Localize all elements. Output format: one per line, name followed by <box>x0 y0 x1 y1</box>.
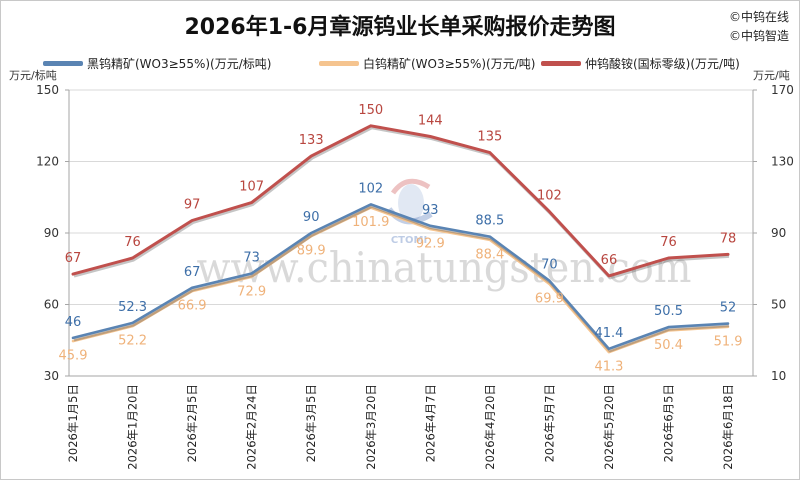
data-label-black-tungsten: 102 <box>358 181 383 196</box>
axes <box>65 89 757 377</box>
x-tick-label: 2026年4月20日 <box>483 384 497 470</box>
y-right-tick-label: 130 <box>771 155 794 169</box>
data-label-apt: 144 <box>418 113 443 128</box>
watermark-logo-text: CTOMI <box>391 235 427 246</box>
y-right-unit-label: 万元/吨 <box>753 69 790 82</box>
data-label-apt: 135 <box>477 130 502 145</box>
series-line-apt <box>71 124 730 278</box>
y-left-tick-label: 150 <box>36 83 59 97</box>
legend-label: 黑钨精矿(WO3≥55%)(万元/标吨) <box>87 56 272 71</box>
legend-swatch <box>43 60 83 66</box>
data-label-black-tungsten: 41.4 <box>594 326 623 341</box>
legend-item-black-tungsten: 黑钨精矿(WO3≥55%)(万元/标吨) <box>43 55 271 71</box>
data-label-apt: 97 <box>184 197 201 212</box>
data-label-black-tungsten: 67 <box>184 265 201 280</box>
x-tick-label: 2026年5月7日 <box>542 384 556 462</box>
legend-item-apt: 仲钨酸铵(国标零级)(万元/吨) <box>541 55 740 71</box>
data-label-white-tungsten: 52.2 <box>118 334 147 349</box>
data-label-apt: 67 <box>65 251 82 266</box>
data-label-white-tungsten: 50.4 <box>654 338 683 353</box>
x-tick-label: 2026年2月24日 <box>245 384 259 470</box>
data-label-black-tungsten: 90 <box>303 210 320 225</box>
x-tick-label: 2026年6月18日 <box>721 384 735 470</box>
watermark: CTOMI www.chinatungsten.com <box>197 178 692 292</box>
y-right-tick-label: 170 <box>771 83 794 97</box>
series-line-white-tungsten <box>71 206 730 354</box>
data-label-apt: 150 <box>358 103 383 118</box>
legend-swatch <box>541 60 581 66</box>
data-label-apt: 76 <box>124 235 141 250</box>
y-left-tick-label: 60 <box>44 298 59 312</box>
data-label-black-tungsten: 88.5 <box>475 214 504 229</box>
data-label-black-tungsten: 93 <box>422 203 439 218</box>
tick-labels: 30 60 90 120 150 10 50 90 130 170 2026年1月5日 2026年1月… <box>36 83 794 470</box>
data-label-white-tungsten: 92.9 <box>416 237 445 252</box>
legend-label: 白钨精矿(WO3≥55%)(万元/吨) <box>363 56 536 71</box>
copyright-line: ©中钨在线 <box>729 10 790 24</box>
y-left-tick-label: 30 <box>44 369 59 383</box>
y-right-tick-label: 50 <box>771 298 786 312</box>
data-label-black-tungsten: 73 <box>243 251 260 266</box>
x-tick-label: 2026年3月5日 <box>304 384 318 462</box>
watermark-text: www.chinatungsten.com <box>197 243 692 292</box>
data-label-white-tungsten: 69.9 <box>535 291 564 306</box>
legend-item-white-tungsten: 白钨精矿(WO3≥55%)(万元/吨) <box>319 55 535 71</box>
copyright-line: ©中钨智造 <box>729 29 790 43</box>
legend-label: 仲钨酸铵(国标零级)(万元/吨) <box>585 56 740 71</box>
data-labels: 45.9 52.2 66.9 72.9 89.9 101.9 92.9 88.4 69.9 41.… <box>59 103 743 375</box>
data-label-white-tungsten: 72.9 <box>237 284 266 299</box>
data-label-black-tungsten: 70 <box>541 258 558 273</box>
x-tick-label: 2026年1月20日 <box>126 384 140 470</box>
x-tick-label: 2026年4月7日 <box>423 384 437 462</box>
y-left-tick-label: 90 <box>44 226 59 240</box>
series-shadow-black-tungsten <box>73 204 730 353</box>
data-label-black-tungsten: 52 <box>720 301 737 316</box>
data-label-apt: 102 <box>537 189 562 204</box>
series-line-black-tungsten <box>71 203 730 351</box>
data-label-white-tungsten: 101.9 <box>352 215 389 230</box>
data-label-white-tungsten: 88.4 <box>475 247 504 262</box>
data-label-apt: 76 <box>660 235 677 250</box>
data-label-black-tungsten: 52.3 <box>118 300 147 315</box>
data-label-black-tungsten: 46 <box>65 315 82 330</box>
data-label-apt: 133 <box>299 133 324 148</box>
legend-swatch <box>319 60 359 66</box>
y-left-tick-label: 120 <box>36 155 59 169</box>
data-label-apt: 78 <box>720 231 737 246</box>
data-label-white-tungsten: 45.9 <box>59 349 88 364</box>
x-tick-label: 2026年2月5日 <box>185 384 199 462</box>
y-left-unit-label: 万元/标吨 <box>9 69 57 82</box>
y-right-tick-label: 90 <box>771 226 786 240</box>
x-tick-label: 2026年3月20日 <box>364 384 378 470</box>
data-label-apt: 107 <box>239 180 264 195</box>
x-tick-label: 2026年5月20日 <box>602 384 616 470</box>
data-label-white-tungsten: 66.9 <box>178 299 207 314</box>
data-label-white-tungsten: 41.3 <box>594 360 623 375</box>
data-label-white-tungsten: 51.9 <box>714 334 743 349</box>
y-right-tick-label: 10 <box>771 369 786 383</box>
x-tick-label: 2026年6月5日 <box>662 384 676 462</box>
gridlines <box>69 89 753 305</box>
data-label-black-tungsten: 50.5 <box>654 304 683 319</box>
series-lines <box>71 124 730 354</box>
x-tick-label: 2026年1月5日 <box>66 384 80 462</box>
series-shadow-apt <box>73 126 730 280</box>
data-label-apt: 66 <box>601 253 618 268</box>
chart-title: 2026年1-6月章源钨业长单采购报价走势图 <box>184 15 616 40</box>
data-label-white-tungsten: 89.9 <box>297 244 326 259</box>
